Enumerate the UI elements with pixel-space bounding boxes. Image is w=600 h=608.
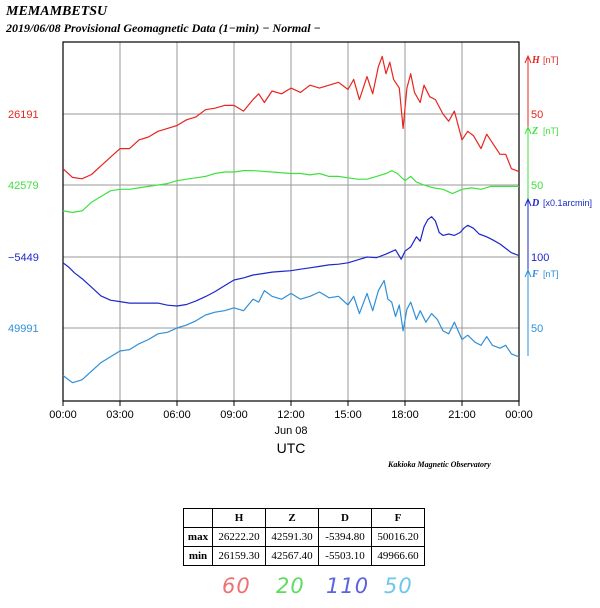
scale-arrowhead-h xyxy=(524,54,532,64)
series-unit-f: [nT] xyxy=(543,269,559,279)
stats-cell: 42591.30 xyxy=(265,527,319,547)
stats-cell: 26222.20 xyxy=(212,527,266,547)
series-unit-z: [nT] xyxy=(543,126,559,136)
scale-arrowhead-d xyxy=(524,197,532,207)
geomagnetic-chart: 00:00 03:00 06:00 09:00 12:00 15:00 18:00 21:00… xyxy=(8,41,592,456)
stats-header-d: D xyxy=(318,508,372,528)
stats-cell: 26159.30 xyxy=(212,546,266,566)
stats-corner-cell xyxy=(183,508,213,528)
stats-row-label: min xyxy=(183,546,213,566)
scale-label-h: 60 xyxy=(222,574,251,598)
stats-row-label: max xyxy=(183,527,213,547)
series-unit-d: [x0.1arcmin] xyxy=(543,198,592,208)
x-tick-label: 03:00 xyxy=(106,409,134,421)
scale-label-z: 20 xyxy=(276,574,305,598)
scale-arrowhead-f xyxy=(524,268,532,278)
x-date-label: Jun 08 xyxy=(274,425,307,437)
x-tick-label: 15:00 xyxy=(334,409,362,421)
stats-row-max: max 26222.20 42591.30 -5394.80 50016.20 xyxy=(183,527,425,547)
stats-cell: -5394.80 xyxy=(318,527,372,547)
observatory-credit: Kakioka Magnetic Observatory xyxy=(388,460,491,469)
right-tick-label-d: 100 xyxy=(531,252,549,264)
scale-arrowhead-z xyxy=(524,125,532,135)
x-tick-label: 21:00 xyxy=(448,409,476,421)
right-tick-label-z: 50 xyxy=(531,180,543,192)
series-name-z: Z xyxy=(531,126,538,137)
x-tick-label: 18:00 xyxy=(391,409,419,421)
series-line-d xyxy=(62,216,520,307)
stats-header-f: F xyxy=(371,508,425,528)
series-name-h: H xyxy=(531,55,541,66)
x-tick-label: 09:00 xyxy=(220,409,248,421)
stats-row-min: min 26159.30 42567.40 -5503.10 49966.60 xyxy=(183,546,425,566)
series-unit-h: [nT] xyxy=(543,55,559,65)
x-tick-label: 06:00 xyxy=(163,409,191,421)
series-name-d: D xyxy=(531,198,539,209)
left-base-label-h: 26191 xyxy=(8,109,39,121)
stats-header-z: Z xyxy=(265,508,319,528)
stats-cell: 42567.40 xyxy=(265,546,319,566)
x-axis-label: UTC xyxy=(277,440,306,456)
x-tick-label: 00:00 xyxy=(505,409,533,421)
series-line-h xyxy=(62,55,520,180)
chart-subtitle: 2019/06/08 Provisional Geomagnetic Data … xyxy=(6,21,321,35)
left-base-label-d: −5449 xyxy=(8,252,39,264)
station-title: MEMAMBETSU xyxy=(6,4,108,19)
x-tick-label: 00:00 xyxy=(49,409,77,421)
stats-cell: 49966.60 xyxy=(371,546,425,566)
stats-cell: -5503.10 xyxy=(318,546,372,566)
x-tick-label: 12:00 xyxy=(277,409,305,421)
scale-label-d: 110 xyxy=(326,574,370,598)
stats-table: H Z D F max 26222.20 42591.30 -5394.80 5… xyxy=(183,508,425,566)
series-name-f: F xyxy=(531,269,539,280)
series-line-f xyxy=(62,279,520,384)
series-line-z xyxy=(62,170,519,213)
stats-header-h: H xyxy=(212,508,266,528)
scale-label-f: 50 xyxy=(384,574,413,598)
left-base-label-z: 42579 xyxy=(8,180,39,192)
stats-cell: 50016.20 xyxy=(371,527,425,547)
right-tick-label-f: 50 xyxy=(531,323,543,335)
left-base-label-f: 49991 xyxy=(8,323,39,335)
right-tick-label-h: 50 xyxy=(531,109,543,121)
